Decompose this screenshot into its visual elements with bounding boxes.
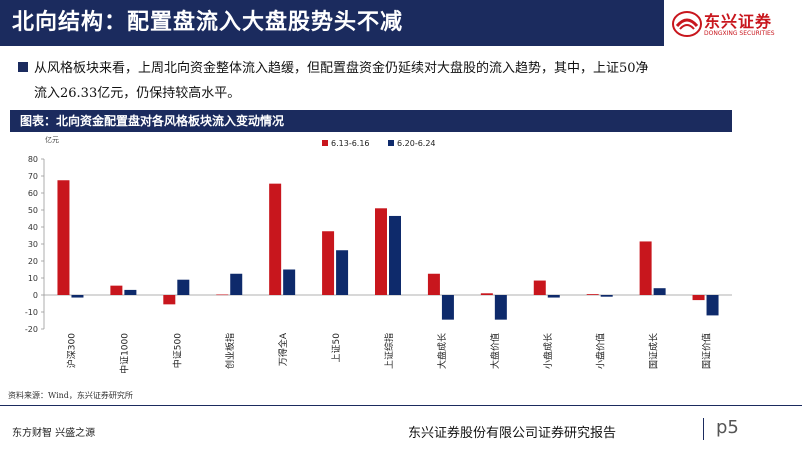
legend-swatch [322,140,328,146]
y-tick-label: 70 [28,172,38,181]
legend-swatch [388,140,394,146]
bar-series1 [269,183,282,295]
x-category-label: 上证综指 [383,333,395,369]
bar-series1 [533,280,546,295]
y-tick-label: 50 [28,206,38,215]
bar-series2 [600,295,613,297]
footer-divider [0,405,802,406]
logo-text-en: DONGXING SECURITIES [704,30,775,37]
bar-series1 [586,294,599,295]
source-note: 资料来源：Wind，东兴证券研究所 [8,391,133,400]
x-category-label: 中证500 [171,333,183,368]
y-tick-label: 60 [28,189,38,198]
bar-series1 [110,285,123,295]
x-category-label: 小盘价值 [595,333,607,369]
y-tick-label: -20 [25,325,38,334]
bar-series2 [71,295,84,298]
x-category-label: 沪深300 [65,333,77,368]
logo-emblem-icon [672,11,702,37]
summary-line-1: 从风格板块来看，上周北向资金整体流入趋缓，但配置盘资金仍延续对大盘股的流入趋势，… [34,61,649,76]
bar-series1 [322,231,335,295]
bar-series1 [427,273,440,295]
y-tick-label: -10 [25,308,38,317]
header-bar: 北向结构：配置盘流入大盘股势头不减 [0,0,664,46]
bar-series2 [653,288,666,295]
y-tick-label: 40 [28,223,38,232]
bar-series2 [547,295,560,298]
y-tick-label: 30 [28,240,38,249]
bar-series2 [230,273,243,295]
y-unit-label: 亿元 [45,135,59,144]
chart-header-bar: 图表：北向资金配置盘对各风格板块流入变动情况 [10,110,732,132]
bar-series2 [177,279,190,295]
bar-series1 [163,295,176,305]
y-tick-label: 20 [28,257,38,266]
bar-series2 [441,295,454,320]
bullet-square-icon [18,62,28,72]
x-category-label: 国证成长 [648,333,660,369]
bar-series2 [336,250,349,295]
legend-label: 6.13-6.16 [331,139,370,148]
bar-series1 [216,294,229,296]
bar-series1 [639,241,652,295]
summary-line-2: 流入26.33亿元，仍保持较高水平。 [34,86,241,101]
bar-series2 [124,289,137,295]
y-tick-label: 10 [28,274,38,283]
x-category-label: 中证1000 [118,333,130,374]
bar-series2 [706,295,719,316]
page-number: p5 [716,417,739,438]
page-divider [703,418,704,440]
bar-series1 [692,295,705,301]
bar-series2 [283,269,296,295]
x-category-label: 创业板指 [224,333,236,369]
x-category-label: 大盘成长 [436,333,448,369]
company-logo: 东兴证券 DONGXING SECURITIES [668,4,798,44]
bar-chart: 亿元 -20 -10 0 10 20 30 40 50 60 70 80 沪深300 中证1000 中证50… [25,135,732,374]
footer-company: 东兴证券股份有限公司证券研究报告 [408,426,617,441]
bar-series2 [494,295,507,320]
y-tick-label: 0 [33,291,38,300]
logo-text-cn: 东兴证券 [704,12,773,31]
footer-slogan: 东方财智 兴盛之源 [12,428,96,439]
x-category-label: 国证价值 [701,333,713,369]
summary-paragraph: 从风格板块来看，上周北向资金整体流入趋缓，但配置盘资金仍延续对大盘股的流入趋势，… [34,56,754,106]
x-category-label: 大盘价值 [489,333,501,369]
bar-series1 [480,293,493,295]
legend-label: 6.20-6.24 [397,139,436,148]
bar-series2 [389,215,401,295]
bar-series1 [57,180,70,295]
page-title: 北向结构：配置盘流入大盘股势头不减 [12,10,404,35]
y-tick-label: 80 [28,155,38,164]
x-category-label: 小盘成长 [542,333,554,369]
chart-title: 图表：北向资金配置盘对各风格板块流入变动情况 [20,114,285,128]
bar-series1 [375,208,387,295]
x-category-label: 上证50 [331,333,342,363]
x-category-label: 万得全A [277,332,289,366]
